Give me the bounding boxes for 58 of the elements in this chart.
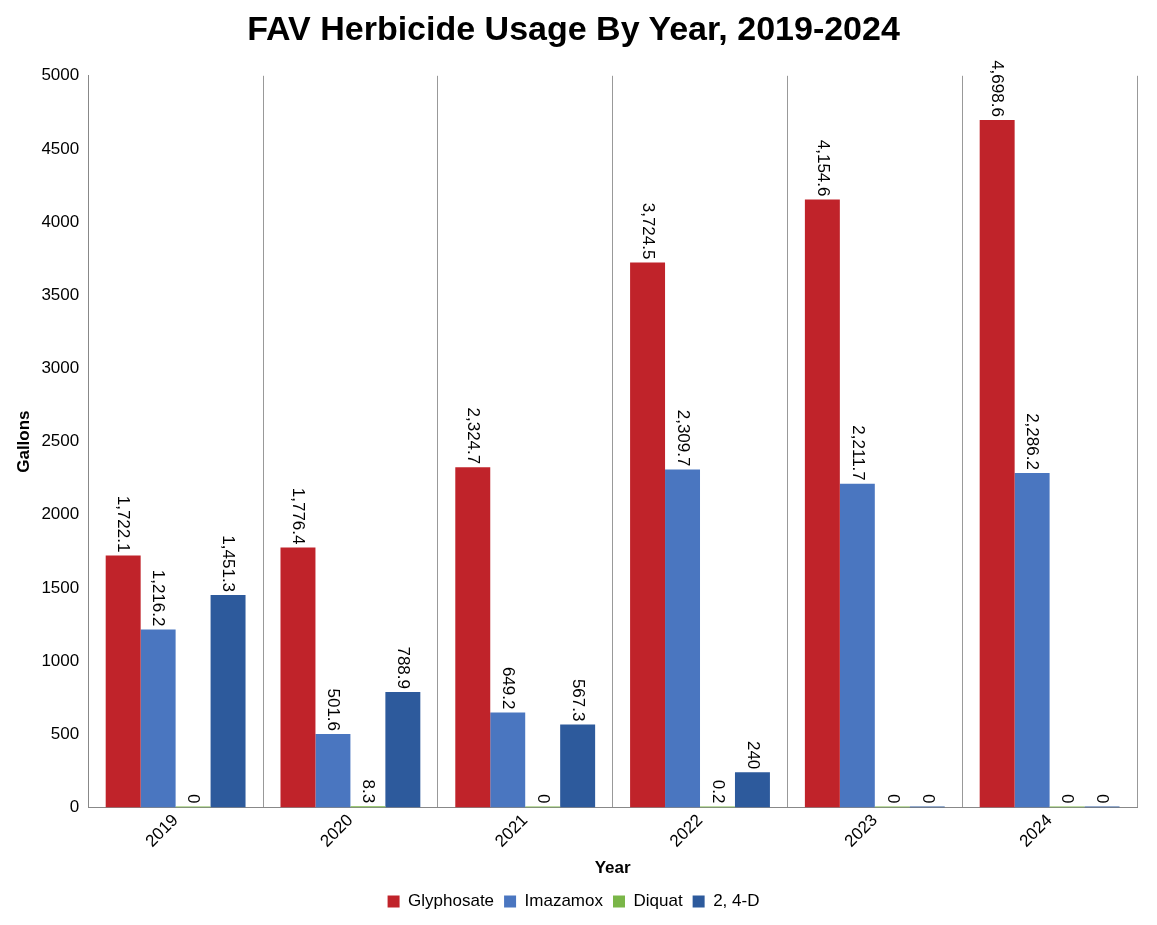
data-label: 0: [1093, 793, 1113, 804]
y-tick-label: 4000: [41, 211, 80, 231]
data-label: 3,724.5: [638, 202, 658, 260]
data-label: 8.3: [359, 779, 379, 804]
data-label: 0: [918, 793, 938, 804]
data-label: 1,722.1: [114, 495, 134, 553]
bar: [385, 692, 421, 808]
bar: [560, 724, 596, 808]
bar: [315, 734, 351, 808]
legend-label: Imazamox: [524, 891, 604, 911]
data-label: 0: [1058, 793, 1078, 804]
data-label: 4,698.6: [988, 60, 1008, 117]
bar: [455, 467, 491, 808]
y-tick-label: 500: [50, 723, 80, 743]
bar: [1014, 472, 1050, 808]
bar: [280, 547, 316, 808]
legend-label: Diquat: [633, 891, 683, 911]
y-tick-label: 0: [69, 797, 80, 817]
data-label: 567.3: [568, 678, 588, 722]
data-label: 501.6: [324, 688, 344, 732]
chart-title: FAV Herbicide Usage By Year, 2019-2024: [247, 8, 900, 47]
y-axis-title: Gallons: [13, 410, 33, 473]
legend-label: 2, 4-D: [713, 891, 760, 911]
bar: [979, 119, 1015, 808]
y-tick-label: 2500: [41, 431, 80, 451]
y-tick-label: 4500: [41, 138, 80, 158]
bar: [210, 595, 246, 808]
bar: [734, 772, 770, 808]
data-label: 240: [743, 740, 763, 770]
bar: [490, 712, 526, 808]
y-tick-label: 2000: [41, 504, 80, 524]
bar: [804, 199, 840, 808]
data-label: 0.2: [708, 779, 728, 804]
data-label: 1,451.3: [219, 535, 239, 593]
data-label: 1,216.2: [149, 569, 169, 627]
bar: [140, 629, 176, 808]
data-label: 2,211.7: [848, 425, 868, 481]
data-label: 2,286.2: [1023, 413, 1043, 470]
y-tick-label: 5000: [41, 65, 80, 85]
data-label: 0: [184, 793, 204, 804]
y-tick-label: 1000: [41, 650, 80, 670]
data-label: 0: [883, 793, 903, 804]
data-label: 0: [534, 793, 553, 804]
data-label: 649.2: [499, 666, 519, 710]
bar: [665, 469, 701, 808]
legend-label: Glyphosate: [408, 891, 495, 911]
bar: [105, 555, 141, 808]
x-axis-title: Year: [594, 858, 631, 878]
data-label: 2,324.7: [464, 407, 484, 465]
bar: [839, 483, 875, 808]
bar: [630, 262, 666, 808]
y-tick-label: 3000: [41, 358, 80, 378]
y-tick-label: 1500: [41, 577, 80, 597]
data-label: 4,154.6: [813, 139, 833, 197]
y-tick-label: 3500: [41, 284, 80, 304]
data-label: 788.9: [394, 646, 414, 689]
data-label: 1,776.4: [289, 487, 309, 545]
data-label: 2,309.7: [673, 409, 693, 467]
